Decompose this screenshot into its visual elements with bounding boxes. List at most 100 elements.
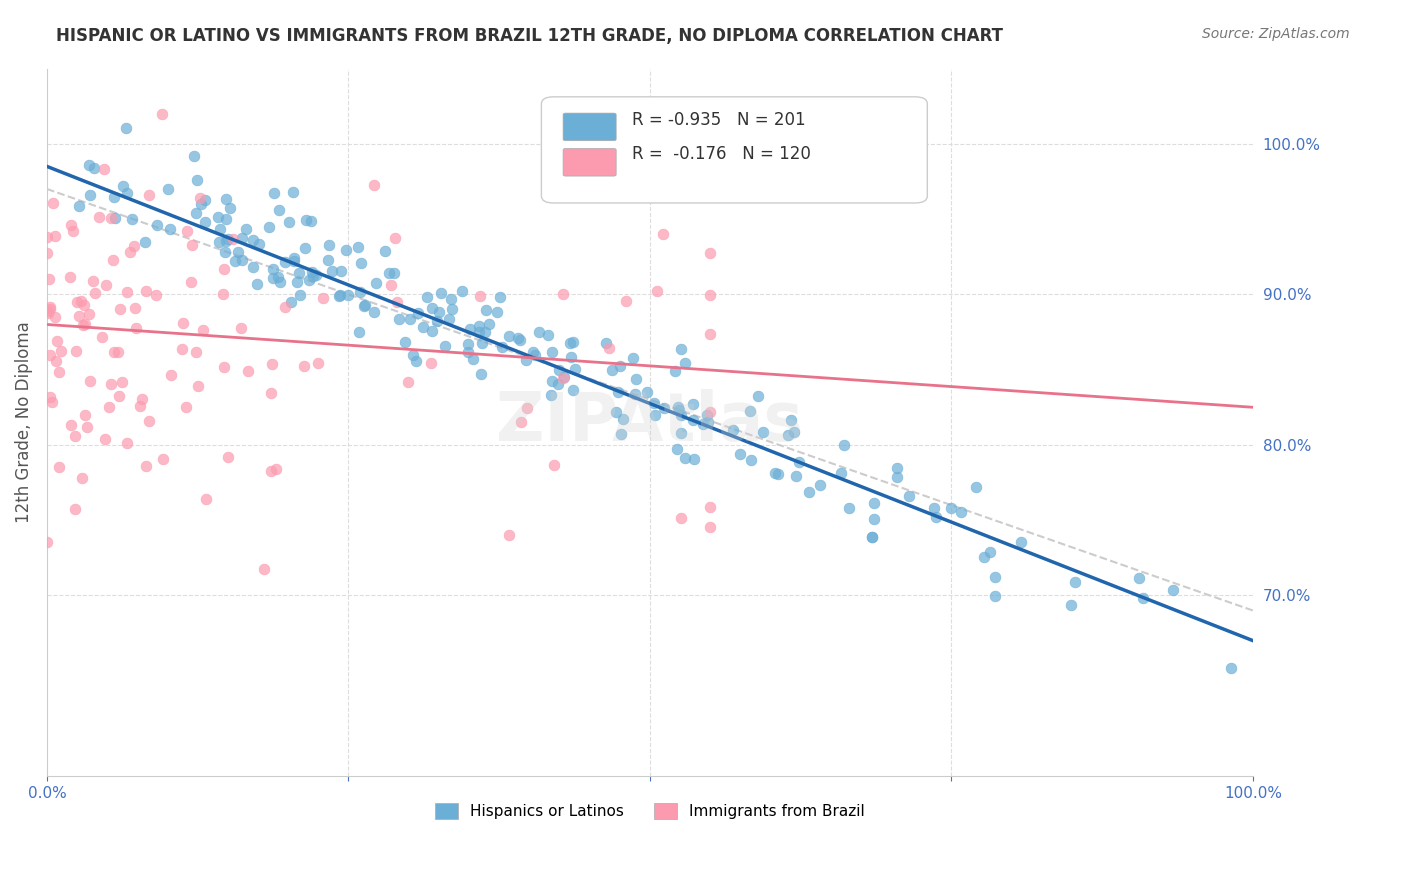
Point (285, 275, 308, 289)
Point (768, 467, 790, 481)
Point (471, 336, 494, 351)
Point (82, 274, 104, 288)
Point (124, 301, 146, 316)
Point (128, 400, 150, 414)
Point (564, 362, 586, 376)
Point (1132, 591, 1154, 605)
Point (363, 304, 385, 318)
Point (699, 245, 721, 260)
Point (65, 344, 87, 359)
Point (540, 388, 562, 402)
Point (231, 231, 253, 245)
Point (898, 490, 921, 504)
Point (100, 211, 122, 225)
FancyBboxPatch shape (562, 113, 616, 141)
Point (111, 375, 134, 389)
Point (335, 243, 357, 257)
Point (474, 303, 496, 318)
Point (664, 364, 686, 378)
Point (607, 384, 630, 399)
Point (37, 304, 59, 318)
Point (699, 288, 721, 302)
Point (77, 307, 100, 321)
Point (312, 291, 335, 305)
Point (406, 306, 429, 320)
Point (524, 348, 547, 362)
Point (184, 205, 207, 219)
Point (67, 309, 90, 323)
Point (682, 413, 704, 427)
Point (208, 222, 231, 236)
Point (350, 255, 373, 269)
Point (37, 306, 59, 320)
Point (470, 367, 492, 381)
Point (146, 218, 169, 232)
Point (394, 334, 416, 349)
Point (260, 464, 283, 478)
Point (217, 450, 239, 465)
Point (551, 371, 574, 385)
Point (41, 395, 63, 409)
Point (63, 428, 86, 442)
Point (187, 378, 209, 392)
Point (763, 467, 786, 481)
Point (267, 202, 290, 217)
Point (297, 273, 319, 287)
Point (600, 363, 623, 377)
Point (115, 285, 138, 299)
Point (692, 417, 714, 431)
Point (212, 286, 235, 301)
Point (434, 339, 457, 353)
Point (257, 219, 280, 234)
Point (863, 496, 886, 510)
Point (226, 245, 249, 260)
Point (699, 500, 721, 514)
Point (235, 222, 257, 236)
Point (669, 342, 692, 356)
Point (214, 244, 236, 259)
Point (669, 511, 692, 525)
Point (267, 269, 290, 284)
Point (236, 364, 259, 378)
Point (509, 416, 531, 430)
Point (668, 402, 690, 417)
Point (329, 264, 352, 278)
Text: HISPANIC OR LATINO VS IMMIGRANTS FROM BRAZIL 12TH GRADE, NO DIPLOMA CORRELATION : HISPANIC OR LATINO VS IMMIGRANTS FROM BR… (56, 27, 1004, 45)
Point (59, 418, 82, 433)
Point (595, 336, 617, 351)
Point (110, 302, 132, 317)
Point (281, 185, 304, 199)
Point (979, 544, 1001, 558)
Point (1128, 571, 1150, 585)
Point (349, 285, 371, 299)
Point (274, 300, 297, 314)
Point (548, 362, 571, 376)
Point (353, 299, 375, 313)
Point (100, 377, 122, 392)
Point (115, 121, 138, 136)
Point (94, 277, 117, 292)
Point (260, 385, 283, 400)
Point (104, 211, 127, 225)
Point (860, 530, 883, 544)
Point (1220, 661, 1243, 675)
Point (180, 238, 202, 252)
Point (783, 425, 806, 440)
Point (440, 292, 463, 306)
Point (747, 389, 769, 403)
Point (378, 266, 401, 280)
Point (186, 172, 208, 186)
Point (384, 231, 406, 245)
Point (666, 442, 689, 456)
Point (101, 252, 124, 267)
Point (93, 162, 115, 177)
Point (973, 550, 995, 565)
Point (666, 400, 689, 414)
Point (598, 341, 620, 355)
Point (354, 298, 377, 312)
Point (420, 301, 443, 316)
Point (780, 412, 803, 426)
Point (420, 324, 443, 338)
Point (612, 412, 634, 426)
Point (669, 408, 692, 422)
